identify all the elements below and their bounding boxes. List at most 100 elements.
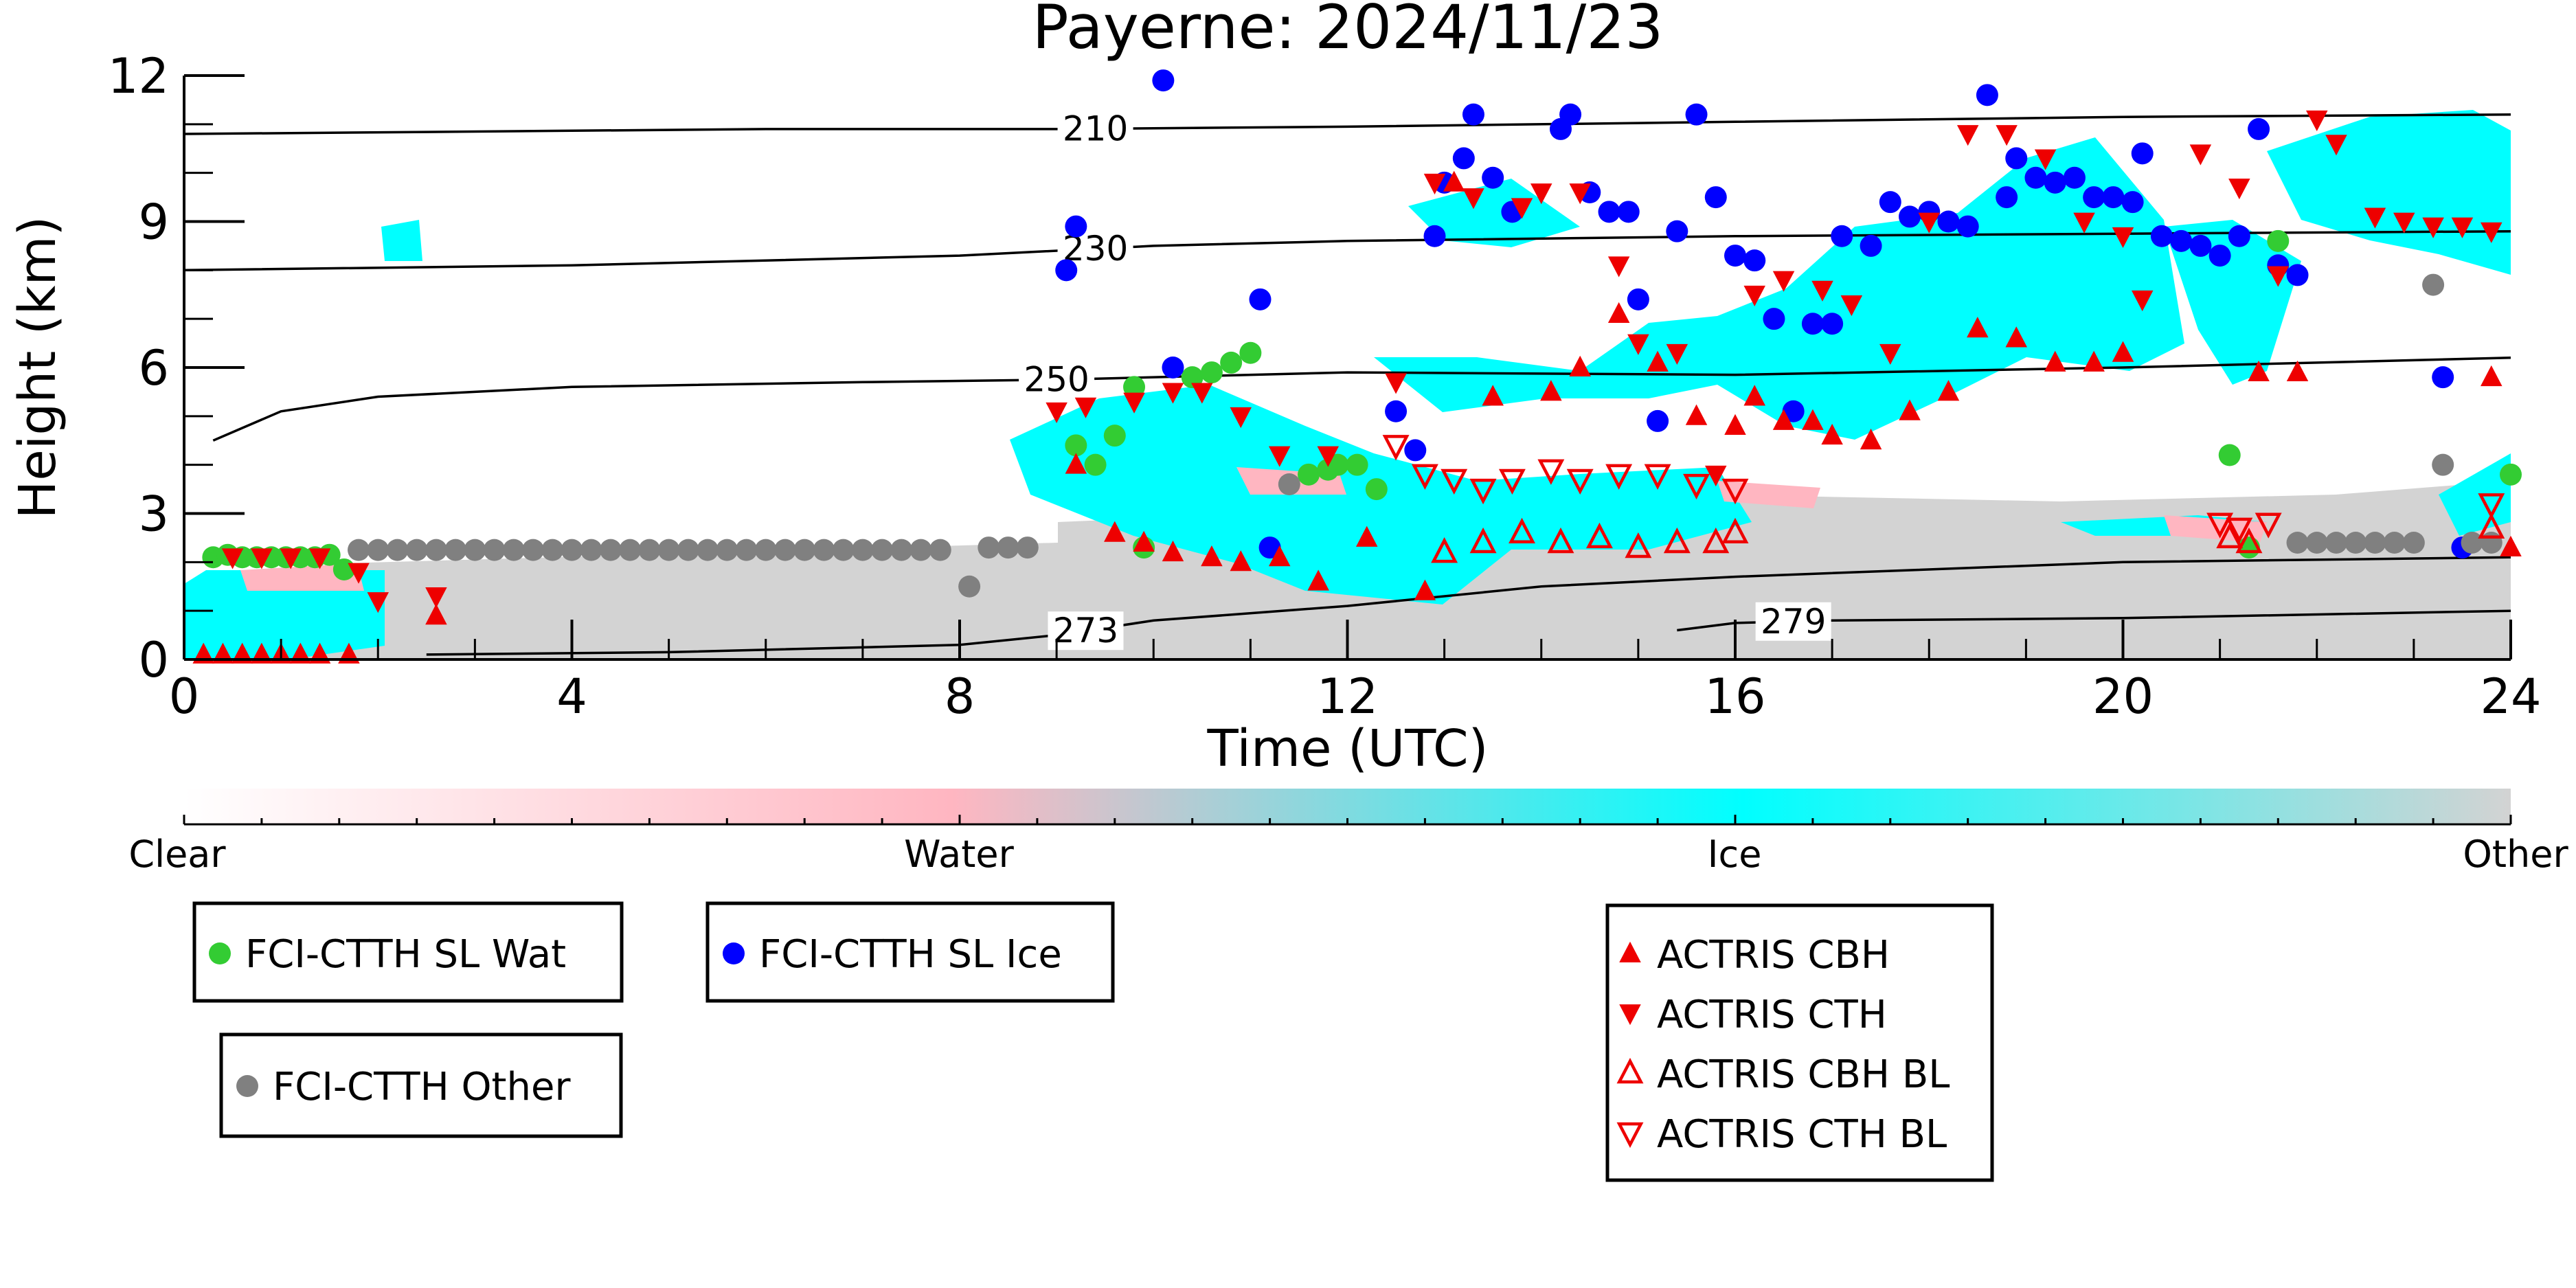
- marker-fci-ctth-other: [735, 539, 758, 561]
- marker-fci-ctth-other: [773, 539, 796, 561]
- marker-fci-ctth-other: [638, 539, 661, 561]
- y-tick-label: 3: [138, 486, 169, 543]
- marker-actris-cbh-bl: [1469, 527, 1497, 554]
- marker-fci-ctth-other: [444, 539, 467, 561]
- marker-fci-ctth-sl-ice: [1704, 186, 1727, 209]
- marker-fci-ctth-other: [832, 539, 855, 561]
- marker-fci-ctth-sl-ice: [1956, 215, 1979, 238]
- marker-actris-cth: [1879, 343, 1901, 365]
- marker-actris-cth: [1162, 383, 1184, 404]
- marker-fci-ctth-sl-ice: [1763, 308, 1785, 330]
- marker-actris-cth: [2112, 227, 2134, 248]
- marker-fci-ctth-sl-wat: [1365, 478, 1388, 501]
- marker-fci-ctth-sl-ice: [1937, 210, 1960, 233]
- marker-fci-ctth-other: [483, 539, 506, 561]
- y-tick-label: 9: [138, 194, 169, 251]
- marker-fci-ctth-other: [522, 539, 545, 561]
- marker-actris-cbh: [1569, 355, 1591, 376]
- marker-fci-ctth-sl-ice: [1617, 201, 1640, 223]
- marker-actris-cbh-bl: [1663, 527, 1691, 554]
- marker-actris-cth: [1666, 343, 1688, 365]
- legend-ice: FCI-CTTH SL Ice: [705, 901, 1115, 1003]
- marker-actris-cbh: [1743, 385, 1765, 406]
- marker-actris-cth: [1627, 334, 1649, 355]
- marker-fci-ctth-other: [997, 536, 1019, 559]
- marker-actris-cth-bl: [1644, 464, 1671, 490]
- marker-actris-cth: [1046, 402, 1067, 423]
- ice-class-region: [184, 570, 385, 659]
- marker-actris-cbh: [1307, 569, 1329, 591]
- marker-actris-cth: [2034, 149, 2057, 170]
- marker-actris-cbh-bl: [1625, 532, 1652, 558]
- y-tick-label: 12: [108, 48, 169, 104]
- marker-fci-ctth-other: [871, 539, 894, 561]
- marker-actris-cbh: [425, 604, 447, 625]
- marker-fci-ctth-sl-ice: [1258, 536, 1281, 559]
- chart-title: Payerne: 2024/11/23: [1032, 0, 1664, 63]
- ice-class-region: [1408, 179, 1580, 247]
- marker-actris-cbh-bl: [2235, 527, 2263, 554]
- marker-fci-ctth-sl-wat: [1181, 366, 1204, 389]
- marker-fci-ctth-other: [580, 539, 602, 561]
- marker-fci-ctth-sl-ice: [1482, 166, 1504, 189]
- marker-fci-ctth-sl-ice: [2083, 186, 2105, 209]
- marker-fci-ctth-sl-wat: [2267, 229, 2290, 252]
- marker-actris-cbh: [1967, 317, 1989, 338]
- marker-actris-cbh-bl: [1702, 527, 1730, 554]
- marker-fci-ctth-other: [754, 539, 777, 561]
- marker-fci-ctth-sl-ice: [1879, 191, 1901, 214]
- marker-fci-ctth-other: [2422, 273, 2445, 296]
- marker-fci-ctth-sl-ice: [1452, 147, 1475, 170]
- marker-fci-ctth-sl-ice: [1685, 103, 1708, 126]
- marker-fci-ctth-sl-ice: [2228, 225, 2250, 247]
- marker-fci-ctth-sl-ice: [1627, 288, 1649, 310]
- marker-fci-ctth-sl-ice: [1598, 201, 1620, 223]
- marker-actris-cth-bl: [2206, 512, 2234, 539]
- legend-other-marker-shape: [236, 1075, 258, 1097]
- legend-cbh-label: ACTRIS CBH: [1657, 933, 1890, 978]
- marker-actris-cbh: [2500, 535, 2522, 557]
- legend-cth-marker-shape: [1619, 1004, 1641, 1026]
- legend-actris: ACTRIS CBH ACTRIS CTH ACTRIS CBH BL ACTR…: [1605, 903, 1994, 1182]
- marker-fci-ctth-sl-ice: [1404, 439, 1427, 462]
- marker-actris-cth: [1230, 407, 1252, 429]
- marker-actris-cth-bl: [1411, 464, 1438, 490]
- contour-210-label: 210: [1063, 109, 1128, 148]
- marker-actris-cbh: [1772, 409, 1795, 430]
- y-tick-label: 6: [138, 340, 169, 396]
- marker-actris-cbh: [1162, 540, 1184, 562]
- marker-fci-ctth-other: [2364, 532, 2386, 554]
- legend-cth-bl-marker: [1616, 1122, 1644, 1149]
- marker-fci-ctth-other: [502, 539, 525, 561]
- marker-actris-cbh: [2248, 360, 2270, 382]
- ice-class-region: [1374, 137, 2184, 440]
- marker-fci-ctth-sl-wat: [1220, 351, 1243, 374]
- marker-actris-cth: [1423, 173, 1446, 195]
- marker-actris-cth-bl: [2255, 512, 2282, 539]
- marker-fci-ctth-sl-ice: [1559, 103, 1582, 126]
- marker-actris-cth: [2306, 110, 2328, 131]
- marker-actris-cbh: [2481, 365, 2502, 387]
- legend-cbh-marker-shape: [1619, 941, 1641, 962]
- marker-actris-cth: [1918, 212, 1940, 234]
- marker-fci-ctth-sl-ice: [1724, 245, 1746, 267]
- marker-fci-ctth-sl-ice: [2432, 366, 2454, 389]
- marker-fci-ctth-other: [599, 539, 622, 561]
- marker-actris-cbh: [1065, 453, 1087, 474]
- marker-actris-cth-bl: [1440, 468, 1468, 495]
- marker-fci-ctth-sl-ice: [1666, 220, 1688, 242]
- legend-other-frame: [219, 1032, 623, 1138]
- colorbar-label-clear: Clear: [128, 833, 226, 876]
- marker-fci-ctth-sl-ice: [2150, 225, 2173, 247]
- x-tick-label: 24: [2480, 668, 2541, 725]
- marker-fci-ctth-sl-ice: [2208, 245, 2231, 267]
- legend-cth-bl-label: ACTRIS CTH BL: [1657, 1112, 1947, 1157]
- contour-250-label-bg: [1019, 360, 1095, 399]
- marker-actris-cbh-bl: [2216, 522, 2244, 549]
- marker-actris-cth: [280, 548, 302, 569]
- marker-actris-cth-bl: [1469, 478, 1497, 505]
- marker-fci-ctth-sl-ice: [1065, 215, 1087, 238]
- legend-cth-bl-marker-shape: [1616, 1122, 1644, 1149]
- marker-actris-cbh: [2005, 326, 2028, 348]
- marker-actris-cth: [1317, 446, 1340, 467]
